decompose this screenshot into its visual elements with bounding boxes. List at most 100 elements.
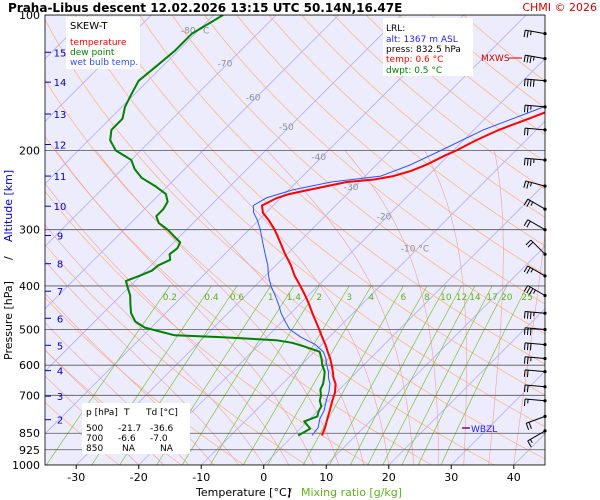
- wind-barb-flag: [523, 105, 526, 113]
- wind-barb: [523, 265, 547, 278]
- wind-barb-flag: [525, 423, 530, 430]
- wind-barb-flag: [526, 385, 529, 393]
- mixing-ratio-label: 8: [424, 293, 430, 303]
- wind-barb-flag: [529, 56, 532, 64]
- wind-barb: [523, 342, 547, 351]
- dry-adiabat-line: [106, 15, 545, 396]
- wind-barb-dot: [543, 228, 547, 232]
- isotherm-line: [450, 370, 545, 465]
- wind-barb-flag: [530, 268, 534, 273]
- wind-barb-flag: [529, 328, 532, 336]
- dry-adiabat-line: [301, 15, 545, 218]
- pressure-tick-label: 700: [19, 389, 40, 402]
- y-axis-title: Pressure [hPa] / Altitude [km]: [2, 170, 15, 360]
- wind-barb-dot: [543, 79, 547, 83]
- wind-barb-shaft: [526, 415, 546, 424]
- wind-barb: [527, 429, 547, 448]
- table-cell: -6.6: [118, 434, 136, 444]
- isotherm-label: -30: [344, 183, 359, 193]
- mixing-ratio-label: 3: [346, 293, 352, 303]
- wind-barb-dot: [543, 128, 547, 132]
- temperature-tick-label: -20: [130, 471, 148, 484]
- dry-adiabat-line: [171, 15, 545, 335]
- wind-barb-flag: [530, 201, 534, 206]
- mixing-ratio-label: 0.6: [230, 293, 245, 303]
- wind-barb-flag: [526, 181, 530, 189]
- wind-barb-flag: [523, 369, 526, 377]
- wind-barb-dot: [543, 57, 547, 61]
- x-axis-separator: /: [288, 486, 292, 499]
- temperature-tick-label: 20: [382, 471, 396, 484]
- wind-barb: [523, 54, 547, 64]
- wind-barb-flag: [526, 267, 531, 274]
- wind-barb: [523, 78, 547, 87]
- wind-barb-flag: [526, 327, 529, 336]
- wind-barb-flag: [528, 288, 534, 295]
- y-axis-pressure-label: Pressure [hPa]: [2, 281, 15, 360]
- wind-barb-shaft: [525, 29, 546, 35]
- isotherm-line: [75, 15, 527, 465]
- altitude-tick-label: 4: [57, 367, 63, 378]
- lrl-pressure: press: 832.5 hPa: [386, 45, 461, 55]
- wind-barb-dot: [543, 311, 547, 315]
- wind-barb-flag: [523, 265, 529, 273]
- lrl-temperature: temp: 0.6 °C: [386, 55, 443, 65]
- wind-barb-dot: [543, 31, 547, 36]
- wind-barb-flag: [523, 399, 526, 407]
- wind-barb-flag: [527, 440, 532, 448]
- table-cell: NA: [122, 444, 136, 454]
- dry-adiabat-line: [139, 15, 545, 365]
- profile-lines: [109, 15, 545, 437]
- wind-barb-dot: [543, 385, 547, 389]
- lrl-title: LRL:: [386, 24, 405, 34]
- wind-barb-flag: [525, 239, 532, 246]
- wind-barb-flag: [526, 356, 529, 365]
- wind-barb: [523, 180, 547, 189]
- wind-barb-shaft: [525, 180, 546, 187]
- table-cell: -36.6: [150, 424, 174, 434]
- wind-barb-dot: [543, 414, 547, 418]
- wind-barb-dot: [543, 399, 547, 403]
- isotherm-label: -40: [311, 153, 326, 163]
- altitude-tick-label: 12: [54, 141, 67, 152]
- wind-barb-flag: [529, 343, 532, 351]
- wind-barb-flag: [526, 343, 529, 351]
- wind-barb-dot: [543, 343, 547, 347]
- altitude-tick-label: 5: [57, 341, 63, 352]
- mxws-label: MXWS: [481, 54, 510, 64]
- dry-adiabat-line: [204, 15, 545, 305]
- pressure-tick-label: 850: [19, 427, 40, 440]
- wind-barb-flag: [526, 286, 531, 294]
- wind-barb-shaft: [525, 104, 546, 108]
- wind-barb-flag: [533, 289, 536, 294]
- wind-barb-flag: [523, 219, 529, 227]
- isotherm-line: [325, 245, 545, 465]
- isotherm-line: [200, 120, 545, 465]
- wind-barb-dot: [543, 105, 547, 109]
- wind-barb-flag: [523, 180, 527, 188]
- wind-barb-shaft: [525, 356, 546, 359]
- altitude-tick-label: 11: [54, 172, 67, 183]
- wind-barb-flag: [523, 198, 529, 206]
- pressure-tick-label: 925: [19, 444, 40, 457]
- wind-barb-dot: [543, 158, 547, 162]
- wind-barb-shaft: [525, 157, 546, 161]
- wind-barb: [523, 29, 547, 38]
- wind-barb-shaft: [527, 265, 546, 277]
- mixing-ratio-label: 6: [401, 293, 407, 303]
- wind-barb-shaft: [525, 342, 546, 346]
- y-axis-altitude-label: Altitude [km]: [2, 170, 15, 242]
- wind-barb-flag: [526, 55, 529, 63]
- mixing-ratio-label: 1: [268, 293, 274, 303]
- wind-barb-shaft: [525, 78, 546, 82]
- wind-barb-flag: [526, 79, 529, 87]
- table-cell: 850: [86, 444, 103, 454]
- wind-barb: [525, 239, 547, 256]
- wind-barb-flag: [526, 105, 529, 113]
- mixing-ratio-label: 17: [486, 293, 497, 303]
- wind-barb-shaft: [530, 239, 546, 255]
- wind-barb-flag: [523, 158, 526, 166]
- altitude-tick-label: 13: [54, 110, 67, 121]
- table-cell: NA: [160, 444, 174, 454]
